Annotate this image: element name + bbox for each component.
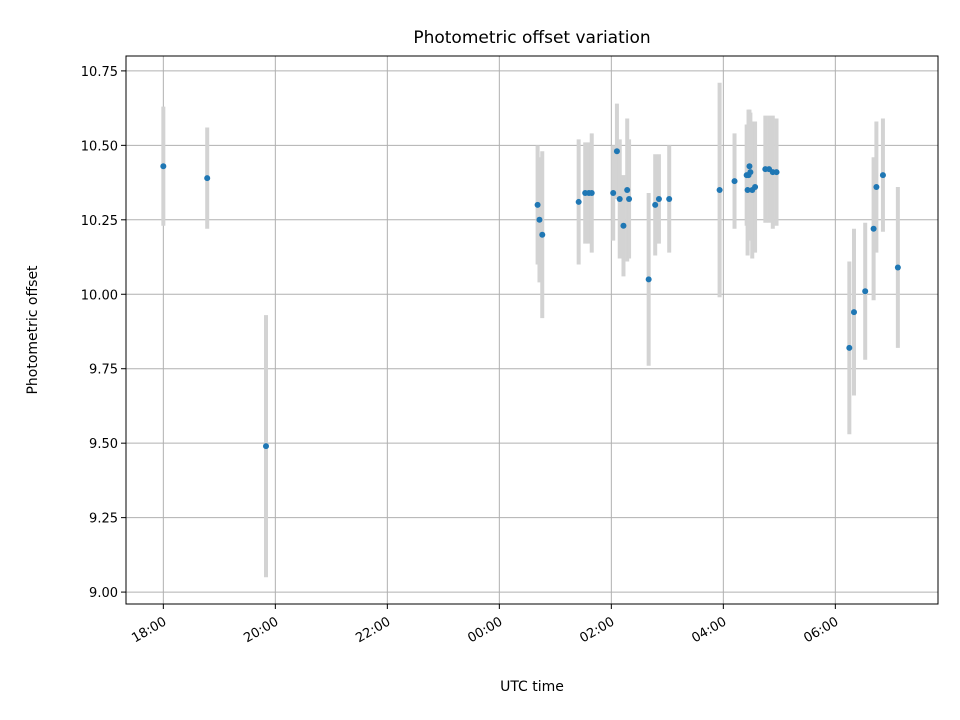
- data-point: [534, 201, 541, 208]
- data-point: [263, 443, 269, 450]
- data-point: [862, 288, 869, 295]
- y-tick-label: 10.75: [81, 65, 118, 80]
- data-point: [879, 172, 886, 179]
- data-point: [536, 216, 543, 223]
- data-point: [575, 198, 582, 205]
- y-tick-label: 9.00: [89, 586, 118, 601]
- data-point: [744, 187, 751, 194]
- grid-lines: [126, 56, 938, 604]
- data-point: [666, 195, 673, 202]
- data-point: [731, 178, 738, 185]
- data-point: [652, 201, 659, 208]
- data-point: [610, 190, 617, 196]
- data-point: [655, 195, 662, 202]
- data-point: [626, 195, 633, 202]
- data-point: [539, 231, 546, 238]
- y-axis-ticks: 9.00 9.25 9.50 9.75 10.00 10.25 10.50 10.75: [81, 65, 126, 601]
- data-point: [624, 187, 631, 194]
- y-tick-label: 9.75: [89, 363, 118, 378]
- y-tick-label: 10.25: [81, 214, 118, 229]
- data-points: [160, 148, 901, 450]
- data-point: [160, 163, 167, 170]
- data-point: [616, 195, 623, 202]
- data-point: [204, 175, 211, 182]
- data-point: [851, 309, 857, 316]
- data-point: [846, 344, 853, 351]
- y-tick-label: 10.00: [81, 288, 118, 303]
- data-point: [747, 169, 754, 176]
- data-point: [773, 169, 780, 176]
- data-point: [752, 184, 759, 191]
- data-point: [894, 264, 901, 271]
- data-point: [873, 184, 880, 191]
- y-axis-label: Photometric offset: [25, 265, 41, 395]
- y-tick-label: 9.25: [89, 512, 118, 527]
- data-point: [645, 276, 652, 283]
- data-point: [870, 225, 877, 232]
- y-tick-label: 10.50: [81, 139, 118, 154]
- x-axis-label: UTC time: [500, 679, 564, 695]
- data-point: [613, 148, 620, 155]
- data-point: [588, 190, 595, 196]
- chart-title: Photometric offset variation: [413, 28, 650, 48]
- y-tick-label: 9.50: [89, 437, 118, 452]
- data-point: [620, 222, 627, 229]
- plot-area-frame: [125, 55, 939, 605]
- data-point: [716, 187, 723, 194]
- data-point: [746, 163, 753, 170]
